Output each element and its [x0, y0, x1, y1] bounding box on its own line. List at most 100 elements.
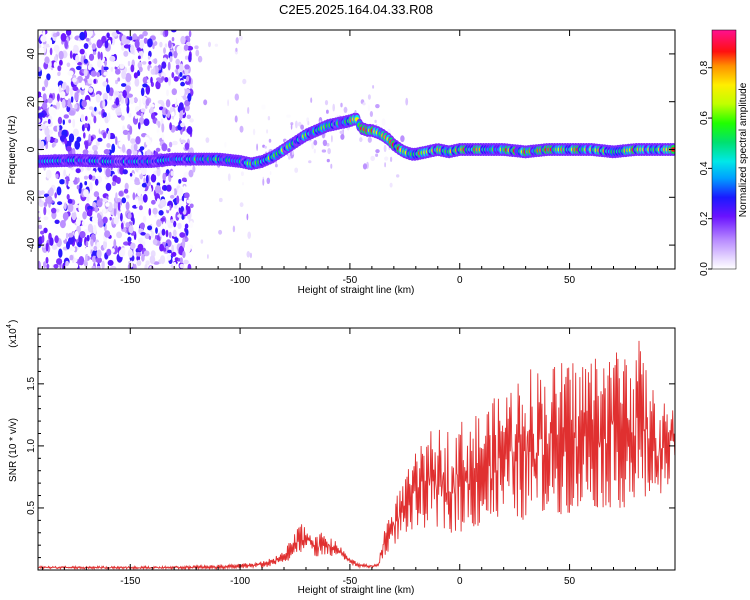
noise-speck — [52, 107, 57, 117]
noise-speck — [171, 37, 175, 42]
noise-speck — [170, 170, 174, 176]
noise-speck — [372, 85, 375, 89]
noise-speck — [173, 204, 178, 209]
noise-speck — [182, 131, 186, 139]
noise-speck — [101, 65, 104, 75]
noise-speck — [362, 163, 368, 170]
noise-speck — [43, 261, 47, 269]
noise-speck — [261, 104, 266, 110]
noise-speck — [67, 70, 74, 76]
noise-speck — [167, 148, 171, 153]
snr-y-multiplier-exp: 4 — [6, 324, 13, 328]
noise-speck — [324, 100, 329, 106]
noise-speck — [103, 71, 108, 76]
noise-speck — [62, 212, 69, 221]
noise-speck — [83, 189, 89, 198]
noise-speck — [156, 167, 161, 177]
noise-speck — [114, 91, 120, 96]
noise-speck — [85, 115, 88, 122]
snr-y-multiplier: (x10 4 ) — [6, 320, 19, 348]
noise-speck — [262, 178, 265, 186]
noise-speck — [53, 264, 59, 269]
noise-speck — [155, 227, 158, 234]
snr-plot-area — [38, 340, 675, 570]
noise-speck — [140, 232, 146, 236]
colorbar-tick-label: 0.4 — [699, 161, 710, 175]
noise-speck — [91, 43, 97, 50]
noise-speck — [96, 265, 101, 269]
snr-x-tick-label: 0 — [457, 576, 463, 587]
noise-speck — [171, 187, 175, 197]
snr-y-multiplier-base: (x10 — [8, 328, 19, 348]
noise-speck — [47, 209, 51, 215]
noise-speck — [173, 98, 177, 103]
noise-speck — [149, 266, 153, 269]
noise-speck — [66, 62, 71, 68]
noise-speck — [177, 214, 183, 218]
spectrogram-y-tick-label: -20 — [26, 190, 37, 205]
noise-speck — [194, 45, 199, 50]
noise-speck — [242, 182, 244, 186]
noise-speck — [396, 174, 400, 178]
noise-speck — [182, 95, 188, 101]
noise-speck — [72, 118, 76, 128]
noise-speck — [140, 108, 146, 113]
noise-speck — [68, 110, 76, 116]
noise-speck — [38, 185, 44, 191]
noise-speck — [148, 61, 152, 65]
noise-speck — [166, 184, 172, 192]
noise-speck — [227, 173, 231, 182]
noise-speck — [124, 182, 129, 190]
noise-speck — [308, 160, 312, 164]
noise-speck — [88, 87, 94, 93]
noise-speck — [96, 39, 103, 49]
noise-speck — [93, 245, 98, 251]
noise-speck — [165, 99, 171, 108]
noise-speck — [147, 38, 153, 48]
noise-speck — [139, 39, 145, 49]
noise-speck — [88, 174, 93, 180]
noise-speck — [173, 76, 179, 82]
noise-speck — [161, 76, 165, 81]
snr-x-tick-label: -50 — [343, 576, 358, 587]
noise-speck — [246, 251, 251, 258]
noise-speck — [184, 142, 190, 150]
noise-speck — [111, 143, 116, 153]
noise-speck — [48, 39, 53, 47]
noise-speck — [177, 222, 182, 230]
noise-speck — [122, 169, 128, 175]
noise-speck — [170, 65, 176, 71]
noise-speck — [120, 222, 124, 230]
noise-speck — [83, 132, 86, 139]
noise-speck — [326, 158, 330, 163]
spectrogram-panel: -150 -100 -50 0 50 -40 -20 0 20 40 Height of stra… — [7, 29, 676, 296]
noise-speck — [165, 108, 168, 115]
noise-speck — [186, 126, 193, 135]
noise-speck — [72, 128, 79, 137]
noise-speck — [63, 202, 67, 210]
noise-speck — [97, 137, 103, 142]
noise-speck — [111, 97, 115, 106]
noise-speck — [87, 64, 92, 71]
noise-speck — [171, 88, 177, 96]
noise-speck — [96, 71, 100, 78]
spectrogram-axes: -150 -100 -50 0 50 -40 -20 0 20 40 — [26, 29, 675, 286]
snr-x-tick-label: 50 — [564, 576, 576, 587]
spectrogram-x-tick-label: 0 — [457, 275, 463, 286]
noise-speck — [141, 166, 147, 175]
noise-speck — [134, 181, 141, 186]
noise-speck — [84, 254, 88, 263]
noise-speck — [89, 182, 93, 191]
noise-speck — [49, 187, 54, 197]
noise-speck — [239, 125, 244, 133]
noise-speck — [132, 192, 136, 201]
noise-speck — [240, 171, 244, 176]
noise-speck — [116, 177, 121, 184]
noise-speck — [121, 197, 127, 204]
noise-speck — [49, 47, 53, 56]
noise-speck — [66, 194, 70, 200]
noise-speck — [78, 203, 83, 213]
noise-speck — [268, 138, 272, 143]
noise-speck — [157, 99, 164, 105]
